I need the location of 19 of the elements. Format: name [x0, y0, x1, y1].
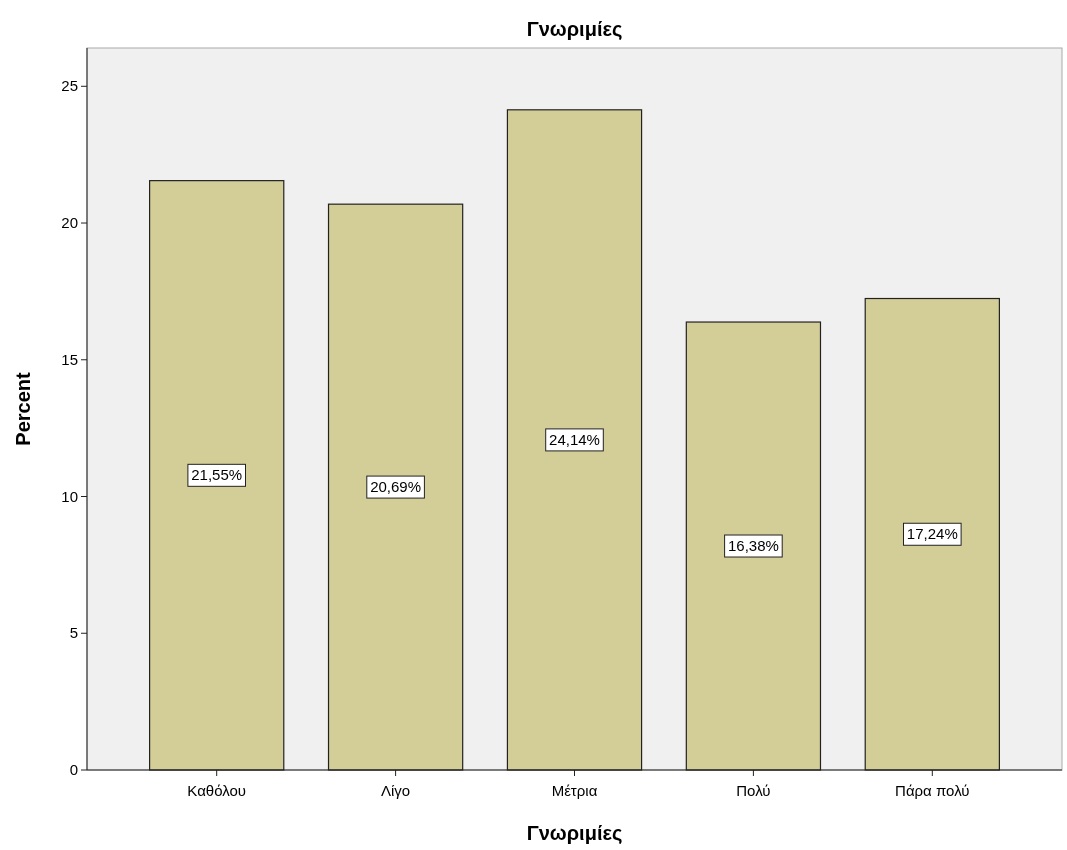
x-tick-label: Λίγο — [381, 782, 411, 799]
chart-title: Γνωριμίες — [526, 18, 623, 40]
x-tick-label: Πολύ — [736, 782, 771, 799]
data-label: 16,38% — [727, 537, 779, 555]
data-label: 17,24% — [906, 525, 958, 543]
data-label: 24,14% — [549, 430, 600, 448]
y-tick-label: 15 — [61, 350, 78, 368]
y-tick-label: 5 — [69, 624, 78, 642]
y-tick-label: 20 — [61, 214, 78, 232]
x-tick-label: Μέτρια — [551, 782, 598, 799]
y-tick-label: 25 — [61, 77, 78, 95]
y-tick-label: 0 — [69, 761, 78, 778]
y-tick-label: 10 — [61, 487, 78, 505]
x-tick-label: Καθόλου — [187, 782, 247, 799]
data-label: 21,55% — [191, 466, 243, 484]
x-axis-title: Γνωριμίες — [526, 822, 623, 844]
y-axis-title: Percent — [12, 371, 34, 446]
x-tick-label: Πάρα πολύ — [895, 782, 970, 799]
data-label: 20,69% — [370, 478, 422, 496]
